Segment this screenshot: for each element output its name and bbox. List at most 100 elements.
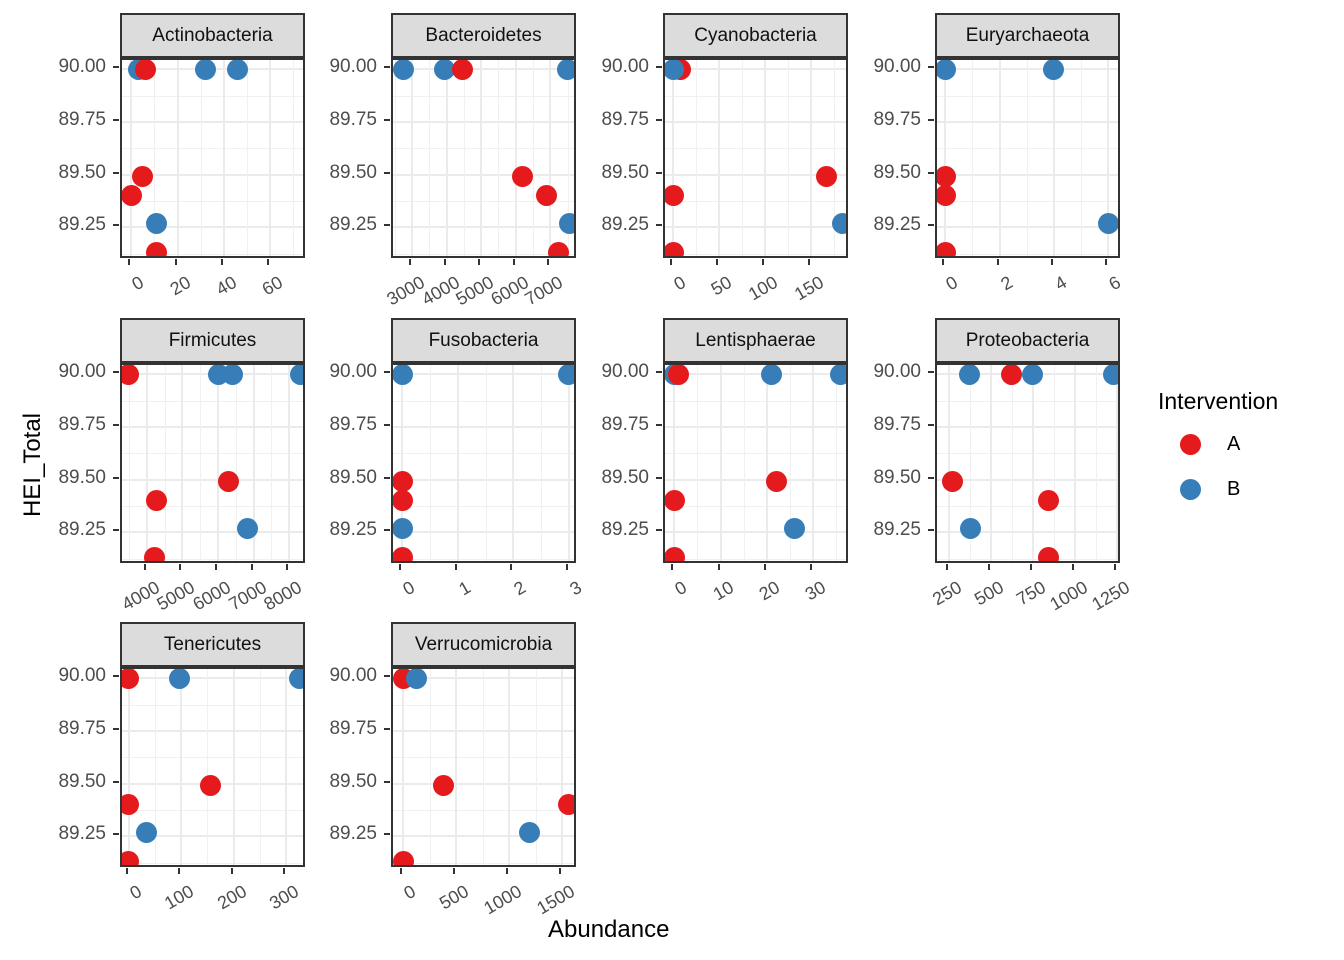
x-tick-mark bbox=[443, 259, 446, 265]
y-tick-label: 89.75 bbox=[873, 109, 921, 131]
gridline-minor bbox=[665, 201, 846, 203]
data-point-b bbox=[393, 517, 413, 539]
x-tick-mark bbox=[179, 564, 182, 570]
data-point-a bbox=[393, 490, 413, 512]
x-tick-label: 300 bbox=[266, 881, 303, 914]
y-tick-mark bbox=[384, 833, 390, 836]
gridline-minor bbox=[393, 400, 574, 402]
x-tick-mark bbox=[565, 564, 568, 570]
x-tick-mark bbox=[559, 868, 562, 874]
data-point-a bbox=[393, 471, 413, 493]
x-tick-label: 750 bbox=[1012, 577, 1049, 610]
x-tick-mark bbox=[453, 868, 456, 874]
y-tick-label: 90.00 bbox=[873, 361, 921, 383]
facet-panel bbox=[663, 363, 848, 563]
gridline-minor bbox=[665, 95, 846, 97]
data-point-b bbox=[558, 365, 574, 385]
y-tick-mark bbox=[928, 424, 934, 427]
y-tick-mark bbox=[113, 476, 119, 479]
x-tick-mark bbox=[510, 564, 513, 570]
gridline-minor bbox=[122, 757, 303, 759]
x-tick-label: 7000 bbox=[521, 272, 567, 310]
gridline-major bbox=[672, 60, 675, 256]
y-tick-mark bbox=[384, 224, 390, 227]
facet-panel bbox=[120, 58, 305, 258]
x-tick-label: 1000 bbox=[1046, 577, 1091, 615]
gridline-minor bbox=[430, 365, 432, 561]
facet-title: Bacteroidetes bbox=[425, 24, 542, 46]
x-tick-label: 0 bbox=[400, 881, 420, 904]
data-point-a bbox=[937, 242, 956, 256]
gridline-major bbox=[719, 365, 722, 561]
x-tick-mark bbox=[215, 564, 218, 570]
y-tick-mark bbox=[384, 66, 390, 69]
data-point-a bbox=[941, 471, 963, 493]
gridline-major bbox=[445, 60, 448, 256]
x-tick-label: 150 bbox=[791, 272, 828, 305]
data-point-b bbox=[169, 669, 191, 689]
data-point-b bbox=[393, 60, 414, 80]
x-tick-mark bbox=[506, 868, 509, 874]
gridline-major bbox=[665, 531, 846, 534]
gridline-major bbox=[665, 373, 846, 376]
data-point-a bbox=[122, 185, 142, 207]
gridline-minor bbox=[498, 60, 500, 256]
y-tick-mark bbox=[113, 833, 119, 836]
y-tick-mark bbox=[113, 224, 119, 227]
x-tick-mark bbox=[762, 259, 765, 265]
gridline-minor bbox=[393, 95, 574, 97]
x-tick-label: 0 bbox=[128, 272, 148, 295]
y-tick-label: 89.75 bbox=[58, 414, 106, 436]
y-tick-label: 89.25 bbox=[329, 823, 377, 845]
gridline-major bbox=[455, 669, 458, 865]
x-tick-mark bbox=[286, 564, 289, 570]
legend-title: Intervention bbox=[1158, 388, 1279, 414]
x-tick-label: 20 bbox=[755, 577, 783, 605]
gridline-minor bbox=[429, 669, 431, 865]
data-point-a bbox=[122, 365, 139, 385]
data-point-a bbox=[393, 547, 413, 561]
y-tick-label: 89.75 bbox=[58, 109, 106, 131]
data-point-a bbox=[134, 60, 156, 80]
gridline-major bbox=[1031, 365, 1034, 561]
y-tick-label: 89.75 bbox=[601, 109, 649, 131]
x-tick-mark bbox=[409, 259, 412, 265]
x-tick-label: 20 bbox=[166, 272, 194, 300]
data-point-a bbox=[557, 794, 574, 816]
data-point-b bbox=[937, 60, 956, 80]
gridline-major bbox=[665, 121, 846, 124]
gridline-minor bbox=[393, 453, 574, 455]
x-tick-label: 60 bbox=[258, 272, 286, 300]
x-tick-mark bbox=[454, 564, 457, 570]
data-point-a bbox=[122, 851, 140, 865]
y-tick-label: 89.50 bbox=[58, 466, 106, 488]
legend: Intervention A B bbox=[1158, 388, 1338, 523]
data-point-a bbox=[665, 185, 684, 207]
x-tick-label: 1500 bbox=[533, 881, 579, 919]
x-tick-mark bbox=[670, 259, 673, 265]
data-point-a bbox=[132, 166, 154, 188]
y-tick-label: 89.50 bbox=[873, 466, 921, 488]
x-tick-mark bbox=[810, 564, 812, 570]
y-tick-label: 89.25 bbox=[329, 214, 377, 236]
gridline-minor bbox=[1081, 60, 1083, 256]
data-point-a bbox=[1037, 547, 1059, 561]
data-point-a bbox=[665, 242, 684, 256]
data-point-a bbox=[432, 775, 454, 797]
facet-panel bbox=[120, 363, 305, 563]
gridline-minor bbox=[122, 506, 303, 508]
gridline-minor bbox=[697, 365, 699, 561]
y-tick-label: 90.00 bbox=[873, 56, 921, 78]
data-point-a bbox=[143, 547, 165, 561]
gridline-major bbox=[288, 365, 291, 561]
legend-label-a: A bbox=[1227, 433, 1241, 455]
gridline-major bbox=[456, 365, 459, 561]
gridline-major bbox=[130, 60, 133, 256]
gridline-major bbox=[665, 226, 846, 229]
data-point-b bbox=[227, 60, 249, 80]
gridline-major bbox=[411, 60, 414, 256]
gridline-major bbox=[937, 531, 1118, 534]
gridline-minor bbox=[1053, 365, 1055, 561]
facet-title: Lentisphaerae bbox=[695, 329, 816, 351]
